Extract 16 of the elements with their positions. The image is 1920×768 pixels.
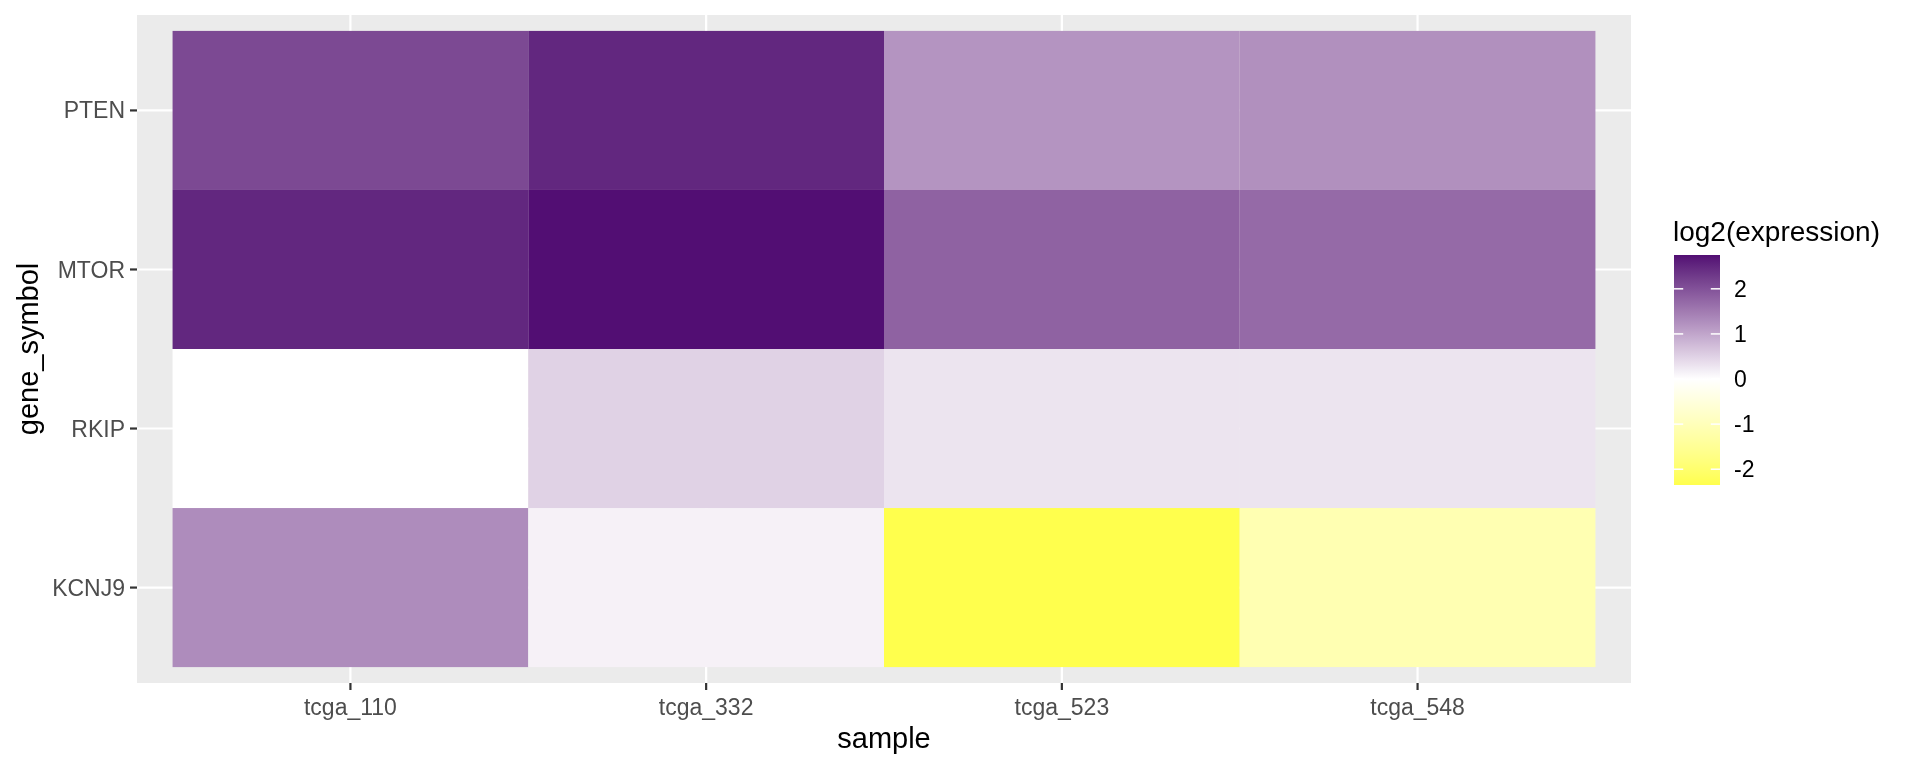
color-bar-label: 2	[1734, 275, 1747, 302]
x-tick-label: tcga_523	[1014, 694, 1110, 720]
x-tick-label: tcga_548	[1370, 694, 1465, 720]
color-bar-label: 0	[1734, 366, 1747, 393]
color-bar-label: -1	[1734, 411, 1755, 438]
x-tick-label: tcga_110	[303, 694, 397, 720]
x-axis-title: sample	[837, 722, 931, 754]
color-bar-label: -2	[1734, 456, 1755, 483]
y-tick-label: MTOR	[57, 256, 125, 283]
y-axis-title: gene_symbol	[12, 262, 44, 436]
y-tick-label: RKIP	[71, 415, 125, 442]
x-tick-label: tcga_332	[658, 694, 754, 720]
y-tick-label: PTEN	[63, 97, 125, 124]
y-tick-label: KCNJ9	[52, 574, 125, 601]
color-bar-label: 1	[1734, 320, 1747, 347]
legend-title: log2(expression)	[1673, 216, 1880, 247]
